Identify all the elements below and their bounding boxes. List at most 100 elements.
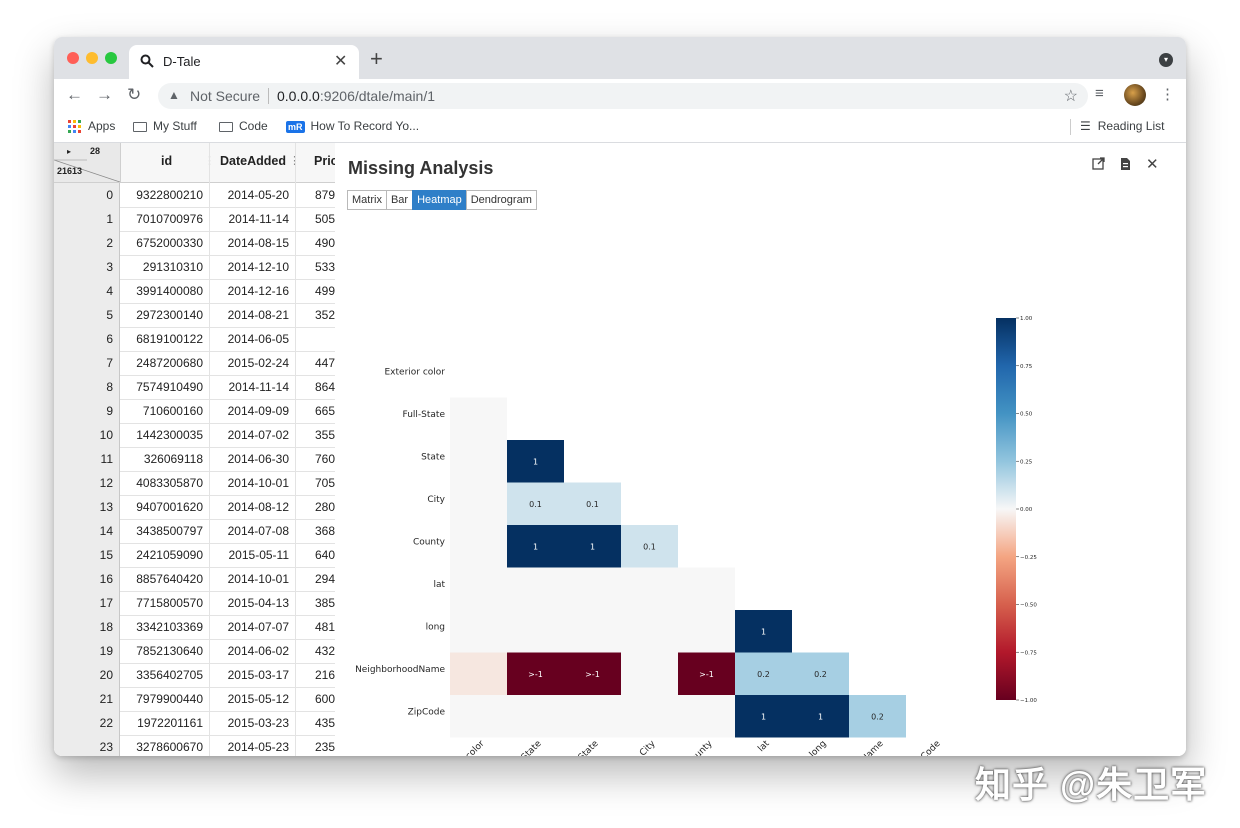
row-index: 12 xyxy=(54,471,120,495)
table-row[interactable]: 22 1972201161 2015-03-23 435 xyxy=(54,711,335,736)
table-row[interactable]: 7 2487200680 2015-02-24 447 xyxy=(54,351,335,376)
cell-price: 505 xyxy=(314,212,335,226)
table-row[interactable]: 5 2972300140 2014-08-21 352 xyxy=(54,303,335,328)
popup-title: Missing Analysis xyxy=(348,158,494,178)
address-bar[interactable]: ▲ Not Secure 0.0.0.0:9206/dtale/main/1 ☆ xyxy=(158,83,1088,109)
warning-icon: ▲ xyxy=(168,88,180,102)
table-row[interactable]: 6 6819100122 2014-06-05 xyxy=(54,327,335,352)
heatmap-cell xyxy=(450,482,507,525)
colorbar-tick-label: 0.75 xyxy=(1020,364,1033,370)
bar-button[interactable]: Bar xyxy=(385,190,414,210)
row-index: 2 xyxy=(54,231,120,255)
heatmap-cell xyxy=(735,610,792,653)
table-row[interactable]: 15 2421059090 2015-05-11 640 xyxy=(54,543,335,568)
dendrogram-button[interactable]: Dendrogram xyxy=(465,190,537,210)
table-row[interactable]: 19 7852130640 2014-06-02 432 xyxy=(54,639,335,664)
new-tab-button[interactable]: + xyxy=(370,46,383,71)
table-row[interactable]: 11 326069118 2014-06-30 760 xyxy=(54,447,335,472)
table-row[interactable]: 14 3438500797 2014-07-08 368 xyxy=(54,519,335,544)
matrix-button[interactable]: Matrix xyxy=(347,190,387,210)
heatmap-cell xyxy=(507,525,564,568)
grid-header: ▸ 28 21613 id ⋮ DateAdded ⋮ Pric xyxy=(54,143,335,183)
tab-close-button[interactable]: ✕ xyxy=(334,53,348,70)
heatmap-cell xyxy=(507,482,564,525)
column-menu-icon[interactable]: ⋮ xyxy=(289,154,300,167)
cell-price: 864 xyxy=(314,380,335,394)
bookmark-apps[interactable]: Apps xyxy=(68,119,115,134)
cell-dateadded: 2015-05-12 xyxy=(227,692,289,706)
tab-search-dropdown-icon[interactable]: ▾ xyxy=(1159,53,1173,67)
heatmap-cell-label: 1 xyxy=(818,712,823,721)
cell-id: 7574910490 xyxy=(136,380,203,394)
table-row[interactable]: 16 8857640420 2014-10-01 294 xyxy=(54,567,335,592)
security-status: Not Secure xyxy=(190,88,261,104)
y-tick-label: ZipCode xyxy=(408,707,446,717)
bookmark-my-stuff[interactable]: My Stuff xyxy=(133,119,197,133)
row-index: 9 xyxy=(54,399,120,423)
row-index: 10 xyxy=(54,423,120,447)
close-icon[interactable]: ✕ xyxy=(1146,156,1159,173)
bookmark-label: How To Record Yo... xyxy=(310,119,420,133)
table-row[interactable]: 1 7010700976 2014-11-14 505 xyxy=(54,207,335,232)
browser-toolbar: ← → ↻ ▲ Not Secure 0.0.0.0:9206/dtale/ma… xyxy=(54,79,1186,112)
heatmap-cell-label: 1 xyxy=(761,712,766,721)
heatmap-cell xyxy=(621,695,678,738)
bookmark-code[interactable]: Code xyxy=(219,119,268,133)
heatmap-cell xyxy=(678,695,735,738)
grid-corner[interactable]: ▸ 28 21613 xyxy=(54,143,121,182)
column-header-id[interactable]: id xyxy=(161,154,173,168)
row-index: 3 xyxy=(54,255,120,279)
table-row[interactable]: 17 7715800570 2015-04-13 385 xyxy=(54,591,335,616)
column-header-dateadded[interactable]: DateAdded xyxy=(220,154,286,168)
table-row[interactable]: 12 4083305870 2014-10-01 705 xyxy=(54,471,335,496)
reload-icon[interactable]: ↻ xyxy=(127,85,142,104)
column-header-price[interactable]: Pric xyxy=(314,154,335,168)
page-content: ▸ 28 21613 id ⋮ DateAdded ⋮ Pric 0 9 32 28 0… xyxy=(54,143,1186,756)
table-row[interactable]: 23 3278600670 2014-05-23 235 xyxy=(54,735,335,756)
bookmark-how-to-record[interactable]: mR How To Record Yo... xyxy=(286,119,419,133)
toggle-menu-icon[interactable]: ▸ xyxy=(67,147,72,156)
table-row[interactable]: 0 9322800210 2014-05-20 879 xyxy=(54,183,335,208)
heatmap-cell-label: 0.2 xyxy=(814,670,827,679)
reading-list-button[interactable]: ☰ Reading List xyxy=(1070,119,1164,135)
close-window-button[interactable] xyxy=(67,52,79,64)
watermark: 知乎 @朱卫军 xyxy=(975,764,1208,805)
x-tick-label: City xyxy=(638,738,658,756)
url-text[interactable]: 0.0.0.0:9206/dtale/main/1 xyxy=(277,88,435,104)
export-file-icon[interactable] xyxy=(1120,157,1131,174)
table-row[interactable]: 18 3342103369 2014-07-07 481 xyxy=(54,615,335,640)
table-row[interactable]: 4 3991400080 2014-12-16 499 xyxy=(54,279,335,304)
table-row[interactable]: 8 7574910490 2014-11-14 864 xyxy=(54,375,335,400)
row-index: 0 xyxy=(54,183,120,207)
more-vert-icon[interactable]: ⋮ xyxy=(1160,86,1175,103)
heatmap-button[interactable]: Heatmap xyxy=(412,190,467,210)
heatmap-cell xyxy=(507,610,564,653)
cell-id: 7852130640 xyxy=(136,644,203,658)
browser-tab[interactable]: D-Tale ✕ xyxy=(129,45,359,79)
zoom-window-button[interactable] xyxy=(105,52,117,64)
minimize-window-button[interactable] xyxy=(86,52,98,64)
row-index: 5 xyxy=(54,303,120,327)
nullity-heatmap-chart: 1 0.1 0.1 1 1 0.1 1 >-1 >-1 >-1 0.2 0.2 1 1 0.2 Exterio… xyxy=(355,316,1037,756)
column-count: 28 xyxy=(90,146,101,156)
table-row[interactable]: 20 3356402705 2015-03-17 216 xyxy=(54,663,335,688)
table-row[interactable]: 13 9407001620 2014-08-12 280 xyxy=(54,495,335,520)
back-arrow-icon[interactable]: ← xyxy=(66,85,83,104)
table-row[interactable]: 3 291310310 2014-12-10 533 xyxy=(54,255,335,280)
star-icon[interactable]: ☆ xyxy=(1063,88,1078,105)
cell-dateadded: 2014-05-20 xyxy=(227,188,289,202)
mr-logo-icon: mR xyxy=(286,121,305,133)
playlist-icon[interactable]: ≡ xyxy=(1095,85,1104,102)
forward-arrow-icon[interactable]: → xyxy=(96,85,113,104)
row-index: 20 xyxy=(54,663,120,687)
heatmap-cell xyxy=(621,610,678,653)
cell-price: 435 xyxy=(314,716,335,730)
open-new-window-icon[interactable] xyxy=(1092,157,1105,173)
row-index: 4 xyxy=(54,279,120,303)
table-row[interactable]: 10 1442300035 2014-07-02 355 xyxy=(54,423,335,448)
cell-price: 235 xyxy=(314,740,335,754)
table-row[interactable]: 21 7979900440 2015-05-12 600 xyxy=(54,687,335,712)
avatar[interactable] xyxy=(1124,84,1146,106)
table-row[interactable]: 2 6752000330 2014-08-15 490 xyxy=(54,231,335,256)
table-row[interactable]: 9 710600160 2014-09-09 665 xyxy=(54,399,335,424)
